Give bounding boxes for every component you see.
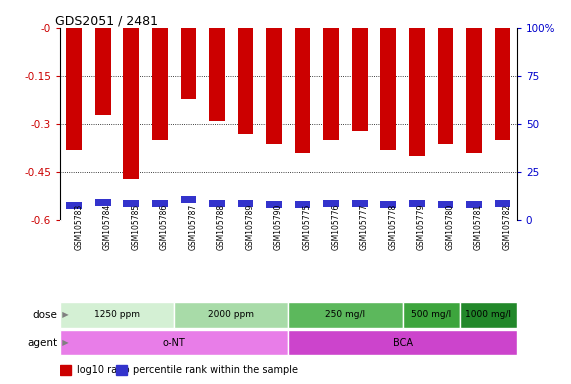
Text: GSM105777: GSM105777	[360, 204, 369, 250]
Bar	[60, 365, 71, 375]
Bar	[123, 28, 139, 179]
Text: GSM105790: GSM105790	[274, 204, 283, 250]
Bar	[288, 330, 517, 355]
Bar	[437, 200, 453, 208]
Bar	[403, 302, 460, 328]
Text: GSM105775: GSM105775	[303, 204, 312, 250]
Text: 1250 ppm: 1250 ppm	[94, 310, 140, 319]
Text: GSM105789: GSM105789	[246, 204, 255, 250]
Bar	[352, 200, 368, 207]
Bar	[209, 28, 225, 121]
Text: GSM105787: GSM105787	[188, 204, 198, 250]
Text: agent: agent	[27, 338, 57, 348]
Bar	[66, 28, 82, 150]
Bar	[238, 28, 254, 134]
Bar	[116, 365, 127, 375]
Bar	[152, 200, 168, 207]
Bar	[60, 330, 288, 355]
Bar	[380, 200, 396, 208]
Text: ▶: ▶	[57, 338, 69, 347]
Bar	[238, 200, 254, 207]
Bar	[380, 28, 396, 150]
Text: GSM105783: GSM105783	[74, 204, 83, 250]
Text: percentile rank within the sample: percentile rank within the sample	[132, 365, 297, 375]
Bar	[494, 200, 510, 207]
Bar	[152, 28, 168, 141]
Bar	[295, 200, 311, 208]
Bar	[266, 200, 282, 208]
Bar	[466, 28, 482, 153]
Bar	[66, 202, 82, 209]
Text: GSM105780: GSM105780	[445, 204, 455, 250]
Text: 500 mg/l: 500 mg/l	[411, 310, 451, 319]
Text: log10 ratio: log10 ratio	[77, 365, 130, 375]
Text: GSM105778: GSM105778	[388, 204, 397, 250]
Text: 250 mg/l: 250 mg/l	[325, 310, 365, 319]
Text: o-NT: o-NT	[163, 338, 186, 348]
Text: dose: dose	[32, 310, 57, 320]
Bar	[180, 28, 196, 99]
Bar	[174, 302, 288, 328]
Bar	[409, 28, 425, 156]
Text: GSM105779: GSM105779	[417, 204, 426, 250]
Text: GSM105784: GSM105784	[103, 204, 112, 250]
Text: GDS2051 / 2481: GDS2051 / 2481	[55, 14, 158, 27]
Bar	[266, 28, 282, 144]
Bar	[95, 199, 111, 206]
Text: GSM105788: GSM105788	[217, 204, 226, 250]
Bar	[323, 28, 339, 141]
Bar	[123, 200, 139, 207]
Text: GSM105776: GSM105776	[331, 204, 340, 250]
Bar	[437, 28, 453, 144]
Text: GSM105781: GSM105781	[474, 204, 483, 250]
Text: GSM105785: GSM105785	[131, 204, 140, 250]
Bar	[295, 28, 311, 153]
Bar	[95, 28, 111, 115]
Text: 1000 mg/l: 1000 mg/l	[465, 310, 511, 319]
Bar	[494, 28, 510, 141]
Bar	[180, 196, 196, 203]
Bar	[60, 302, 174, 328]
Text: GSM105782: GSM105782	[502, 204, 512, 250]
Bar	[460, 302, 517, 328]
Text: BCA: BCA	[392, 338, 413, 348]
Bar	[323, 200, 339, 207]
Text: GSM105786: GSM105786	[160, 204, 169, 250]
Bar	[209, 200, 225, 207]
Bar	[466, 200, 482, 208]
Bar	[288, 302, 403, 328]
Text: ▶: ▶	[57, 310, 69, 319]
Bar	[409, 200, 425, 207]
Text: 2000 ppm: 2000 ppm	[208, 310, 254, 319]
Bar	[352, 28, 368, 131]
